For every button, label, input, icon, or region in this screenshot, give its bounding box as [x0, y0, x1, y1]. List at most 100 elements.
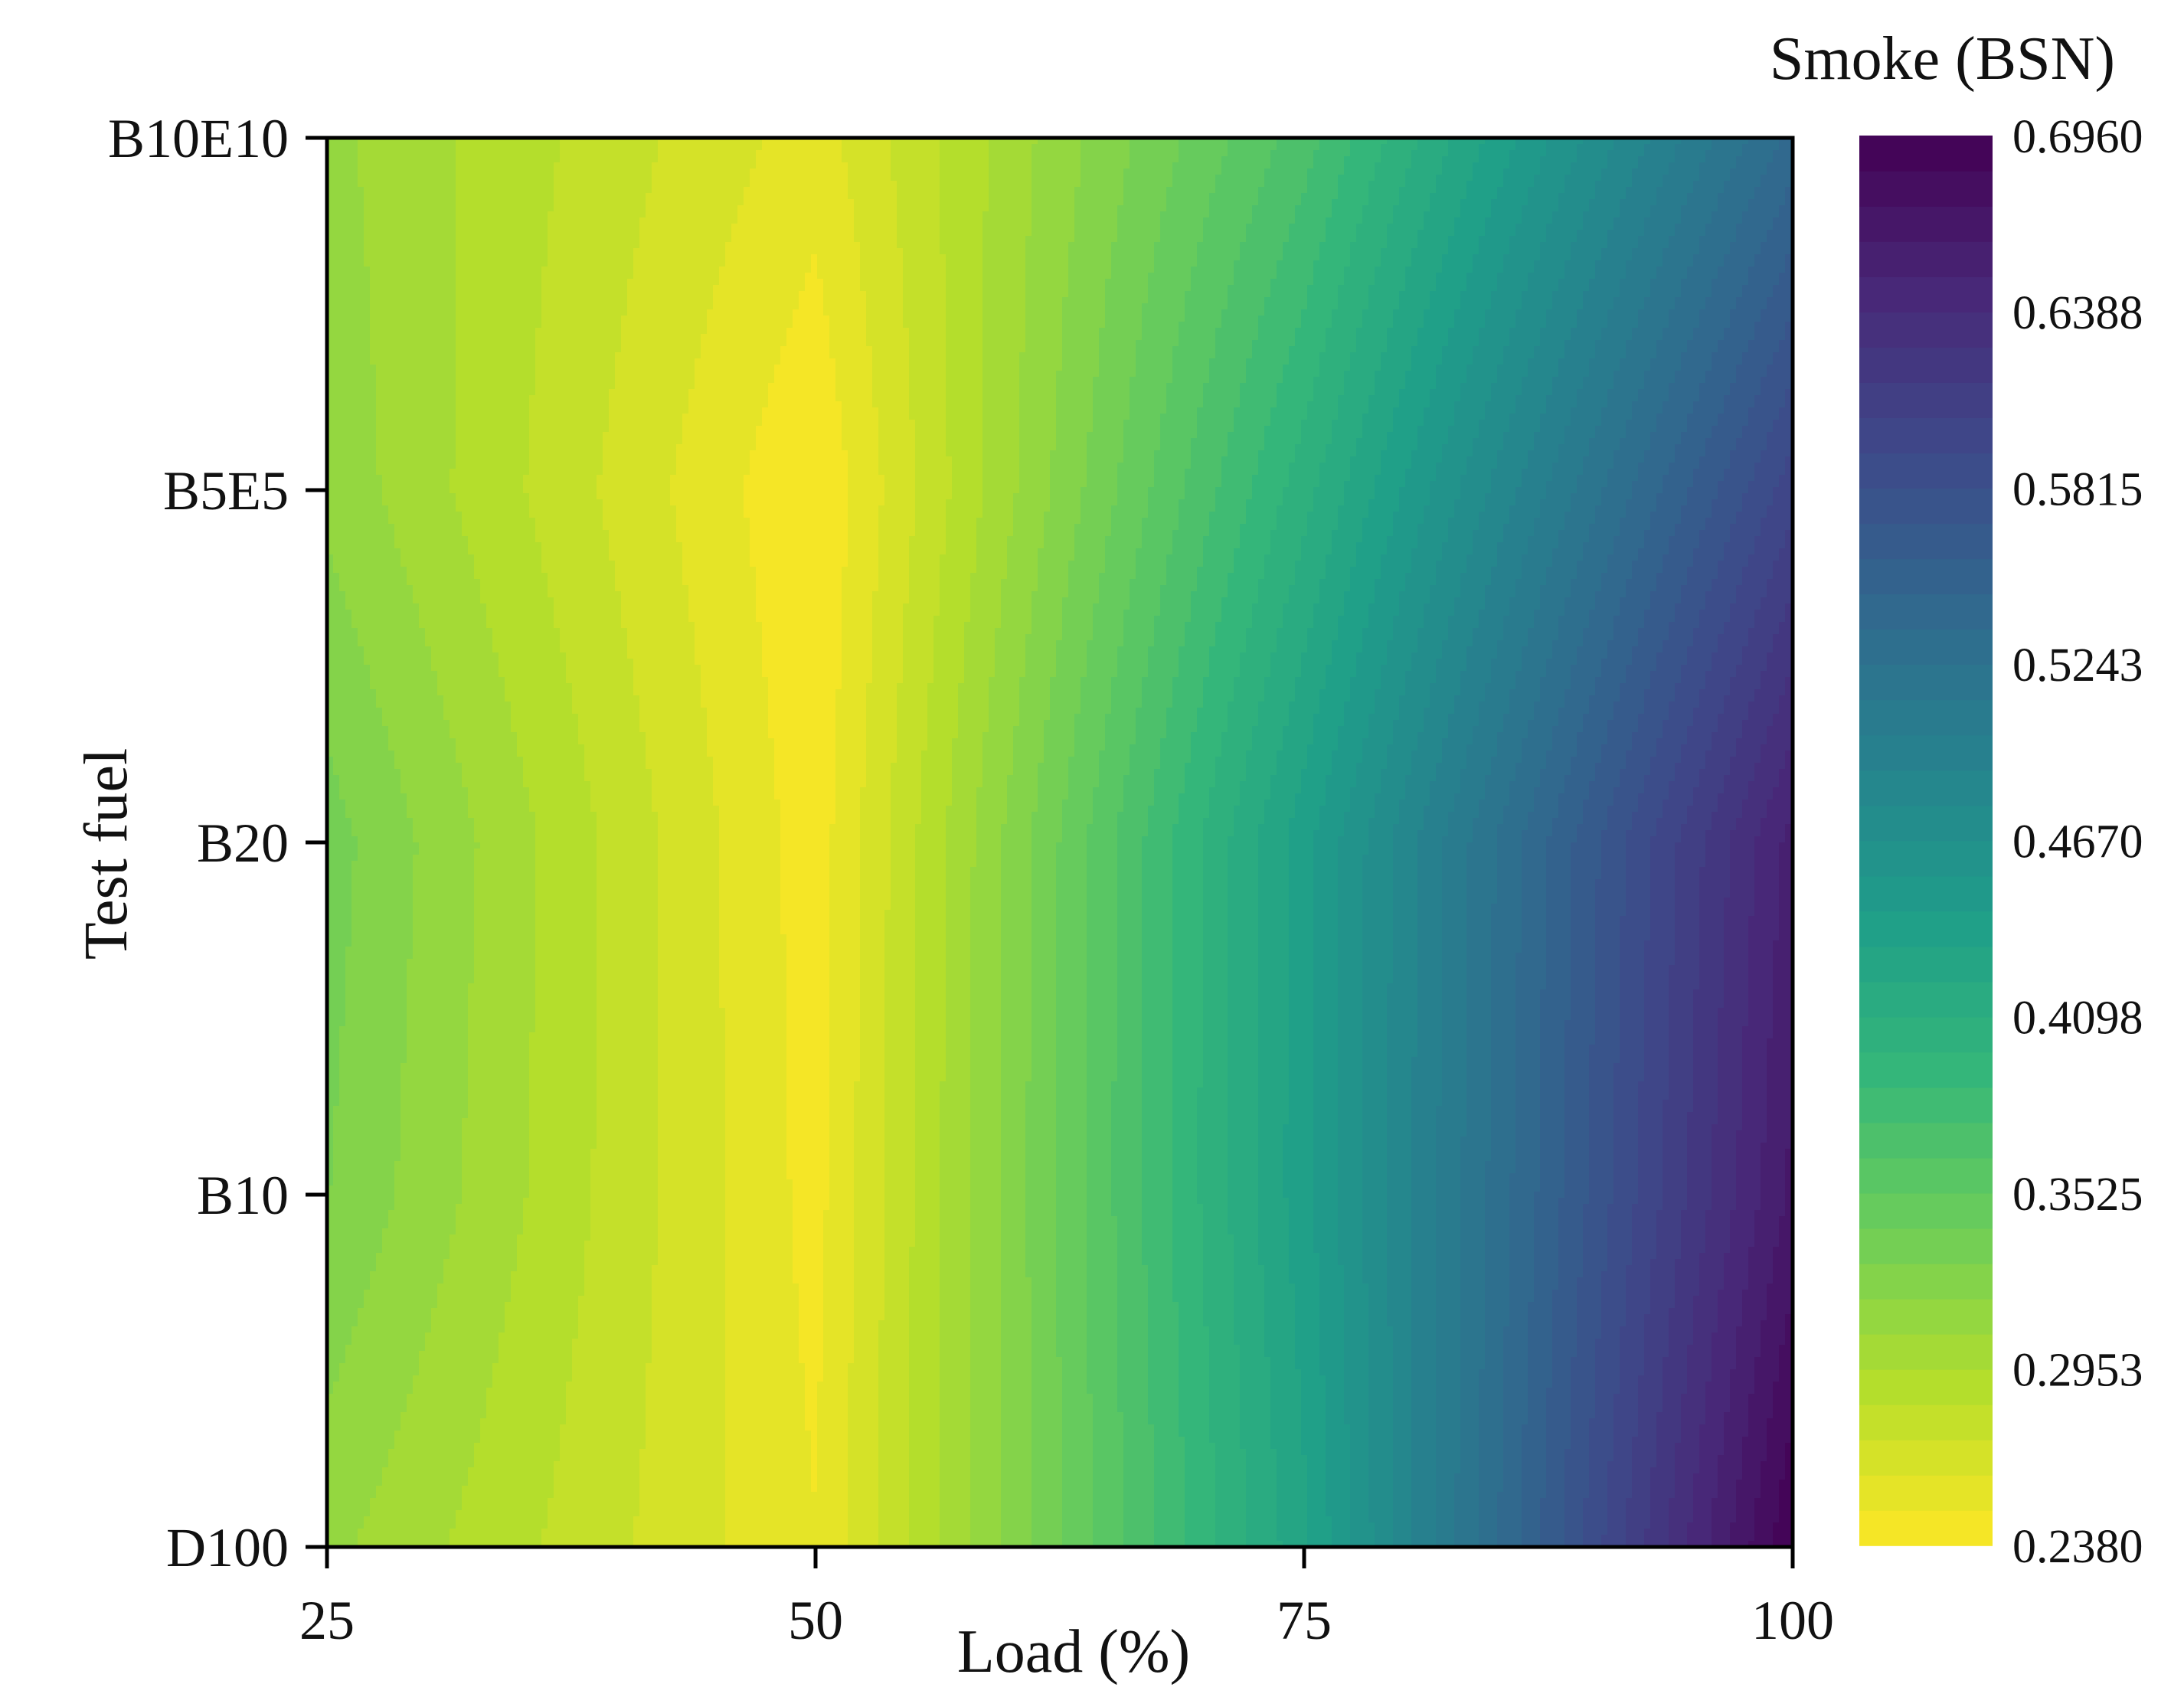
contour-cell [860, 187, 867, 194]
contour-cell [1393, 187, 1400, 194]
contour-cell [1687, 181, 1694, 188]
contour-cell [646, 150, 652, 157]
contour-cell [744, 181, 750, 188]
contour-cell [1546, 156, 1553, 163]
contour-cell [1417, 156, 1424, 163]
contour-cell [982, 168, 989, 175]
contour-cell [1087, 199, 1094, 206]
contour-cell [805, 175, 812, 181]
contour-cell [786, 150, 793, 157]
contour-cell [370, 181, 377, 188]
contour-cell [370, 168, 377, 175]
contour-cell [1013, 175, 1020, 181]
contour-cell [401, 175, 407, 181]
contour-cell [468, 181, 475, 188]
contour-cell [872, 150, 879, 157]
contour-cell [799, 187, 806, 194]
contour-cell [1693, 175, 1700, 181]
contour-cell [1093, 181, 1100, 188]
contour-cell [1081, 144, 1087, 151]
contour-cell [1466, 187, 1473, 194]
contour-cell [1356, 181, 1363, 188]
contour-cell [1130, 150, 1136, 157]
contour-cell [1375, 181, 1381, 188]
contour-cell [1375, 144, 1381, 151]
contour-cell [1546, 150, 1553, 157]
contour-cell [1270, 187, 1277, 194]
contour-cell [1460, 193, 1467, 200]
contour-cell [676, 181, 683, 188]
contour-cell [517, 187, 524, 194]
contour-cell [1038, 187, 1045, 194]
contour-cell [1558, 144, 1565, 151]
contour-cell [376, 187, 383, 194]
contour-cell [670, 175, 677, 181]
contour-cell [1050, 187, 1057, 194]
contour-cell [817, 162, 824, 169]
contour-cell [946, 144, 953, 151]
contour-cell [597, 175, 603, 181]
contour-cell [566, 156, 573, 163]
contour-cell [1166, 150, 1173, 157]
contour-cell [1307, 144, 1314, 151]
contour-cell [829, 168, 836, 175]
contour-cell [1081, 193, 1087, 200]
contour-cell [376, 150, 383, 157]
contour-cell [682, 199, 689, 206]
contour-cell [1638, 193, 1645, 200]
contour-cell [1160, 156, 1167, 163]
contour-cell [970, 150, 977, 157]
contour-cell [505, 193, 512, 200]
contour-cell [1712, 150, 1718, 157]
contour-cell [1313, 168, 1320, 175]
contour-cell [1038, 144, 1045, 151]
contour-cell [1497, 168, 1504, 175]
contour-cell [786, 193, 793, 200]
contour-cell [523, 168, 530, 175]
contour-cell [933, 181, 940, 188]
contour-cell [358, 144, 365, 151]
contour-cell [1019, 181, 1026, 188]
contour-cell [462, 150, 469, 157]
contour-cell [1252, 187, 1259, 194]
contour-cell [701, 187, 708, 194]
contour-cell [480, 181, 487, 188]
contour-cell [1240, 187, 1247, 194]
contour-cell [1705, 181, 1712, 188]
contour-cell [1123, 193, 1130, 200]
contour-cell [744, 162, 750, 169]
contour-cell [1417, 168, 1424, 175]
contour-cell [1234, 162, 1241, 169]
contour-cell [750, 144, 757, 151]
contour-cell [995, 150, 1002, 157]
contour-cell [646, 144, 652, 151]
contour-cell [1105, 181, 1112, 188]
contour-cell [511, 144, 518, 151]
contour-cell [756, 193, 763, 200]
contour-cell [1099, 162, 1106, 169]
contour-cell [1454, 144, 1461, 151]
contour-cell [1313, 199, 1320, 206]
contour-cell [695, 175, 701, 181]
contour-cell [431, 150, 438, 157]
contour-cell [1148, 175, 1155, 181]
contour-cell [1613, 175, 1620, 181]
contour-cell [1362, 150, 1369, 157]
contour-cell [413, 193, 420, 200]
contour-cell [835, 199, 842, 206]
contour-cell [933, 162, 940, 169]
contour-cell [1595, 144, 1602, 151]
contour-cell [1693, 156, 1700, 163]
contour-cell [1399, 199, 1406, 206]
contour-cell [1485, 150, 1492, 157]
contour-cell [1025, 181, 1032, 188]
contour-cell [364, 181, 371, 188]
contour-cell [1601, 156, 1608, 163]
contour-cell [1534, 187, 1541, 194]
contour-cell [1111, 168, 1118, 175]
contour-cell [1258, 144, 1265, 151]
contour-cell [1754, 144, 1761, 151]
contour-cell [1099, 156, 1106, 163]
contour-cell [1528, 181, 1535, 188]
contour-cell [1687, 187, 1694, 194]
